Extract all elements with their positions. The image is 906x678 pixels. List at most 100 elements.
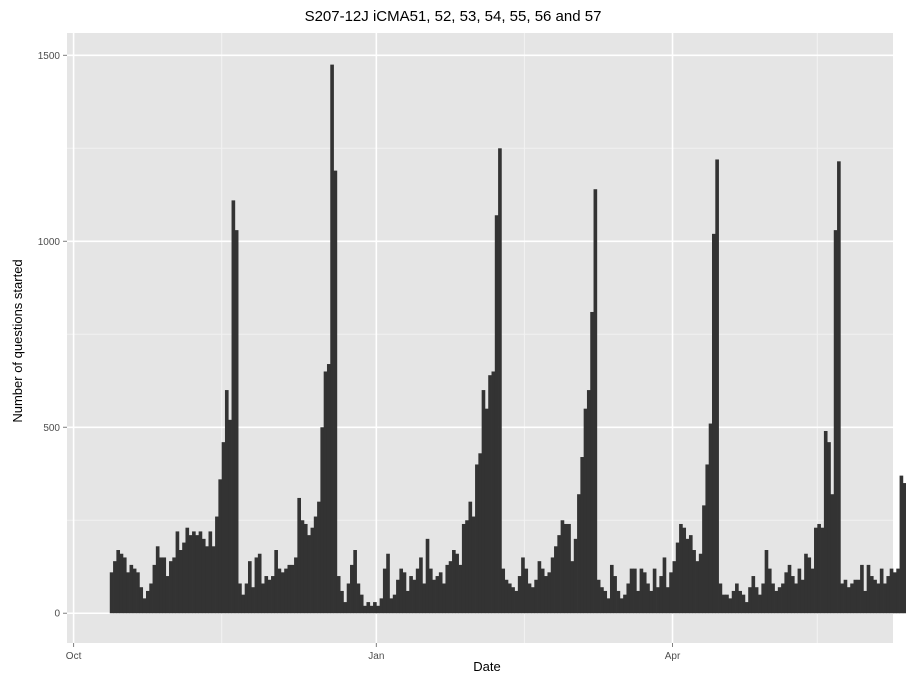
bar xyxy=(405,590,410,614)
bar xyxy=(860,564,864,614)
bar xyxy=(340,590,344,614)
bar xyxy=(139,587,144,614)
bar xyxy=(771,583,775,614)
x-tick-label: Oct xyxy=(66,651,82,662)
bar xyxy=(623,594,627,614)
bar xyxy=(777,587,782,614)
y-axis: 0 500 1000 1500 xyxy=(38,51,67,620)
bar xyxy=(494,215,499,614)
bar xyxy=(679,523,683,614)
bar xyxy=(544,576,548,614)
bar xyxy=(692,550,696,614)
bar xyxy=(646,583,650,614)
bar xyxy=(277,568,282,614)
bar xyxy=(721,594,726,614)
bar xyxy=(580,457,585,614)
bar xyxy=(412,579,417,614)
x-axis-label: Date xyxy=(473,659,500,674)
bar xyxy=(376,605,380,614)
bar xyxy=(883,583,887,614)
bar xyxy=(527,583,532,614)
bar xyxy=(142,598,147,614)
bar xyxy=(221,442,226,614)
bar xyxy=(554,546,558,614)
bar xyxy=(116,550,121,614)
x-axis: Oct Jan Apr xyxy=(66,643,681,662)
bar xyxy=(336,576,341,614)
y-tick-label: 1000 xyxy=(38,237,61,248)
bar xyxy=(178,550,183,614)
bar xyxy=(145,590,150,614)
bar xyxy=(363,605,367,614)
bar xyxy=(409,576,413,614)
bar xyxy=(165,576,170,614)
bar xyxy=(557,535,561,614)
bar xyxy=(514,590,519,614)
bar xyxy=(577,494,581,614)
bar xyxy=(583,408,588,614)
bar xyxy=(731,590,736,614)
bar xyxy=(869,576,874,614)
bar xyxy=(119,553,124,614)
bar xyxy=(353,550,357,614)
bar xyxy=(185,527,190,614)
bar xyxy=(879,568,884,614)
gridlines xyxy=(67,33,893,643)
bar xyxy=(113,561,117,614)
bar xyxy=(461,523,466,614)
bar xyxy=(840,583,844,614)
bar xyxy=(814,527,818,614)
bar xyxy=(267,579,272,614)
bar xyxy=(162,557,167,614)
bar xyxy=(284,568,288,614)
bar xyxy=(534,579,538,614)
bar xyxy=(504,579,509,614)
bar xyxy=(649,590,654,614)
bar xyxy=(596,579,601,614)
bar xyxy=(593,189,598,614)
bar xyxy=(251,587,255,614)
bar xyxy=(652,568,657,614)
bar xyxy=(665,587,670,614)
bar xyxy=(438,572,443,614)
bar xyxy=(636,590,640,614)
bar xyxy=(188,535,193,614)
bar xyxy=(738,590,742,614)
bar xyxy=(685,538,690,614)
bar xyxy=(201,538,206,614)
bar xyxy=(902,483,906,614)
bar xyxy=(823,430,828,614)
bar xyxy=(294,557,298,614)
bar xyxy=(531,587,535,614)
bar xyxy=(109,572,114,614)
bar xyxy=(784,572,789,614)
bar xyxy=(231,200,236,614)
bar xyxy=(774,590,779,614)
bar xyxy=(600,587,604,614)
bar xyxy=(639,568,644,614)
bar xyxy=(800,579,805,614)
bar xyxy=(198,531,203,614)
bar xyxy=(218,479,223,614)
bar xyxy=(817,523,821,614)
bar xyxy=(448,561,453,614)
y-axis-label: Number of questions started xyxy=(10,259,25,422)
bar xyxy=(290,564,295,614)
bar xyxy=(675,542,680,614)
bar xyxy=(326,364,331,614)
bar xyxy=(619,598,624,614)
bar xyxy=(629,568,634,614)
bar xyxy=(893,572,897,614)
bar xyxy=(346,583,351,614)
bar xyxy=(208,531,213,614)
y-tick-label: 1500 xyxy=(38,51,61,62)
bar xyxy=(313,516,318,614)
bar xyxy=(846,587,851,614)
bar xyxy=(172,557,176,614)
bar xyxy=(758,594,762,614)
bar xyxy=(350,564,354,614)
bar xyxy=(761,583,766,614)
bar xyxy=(807,557,812,614)
bar xyxy=(695,561,700,614)
bar xyxy=(452,550,456,614)
